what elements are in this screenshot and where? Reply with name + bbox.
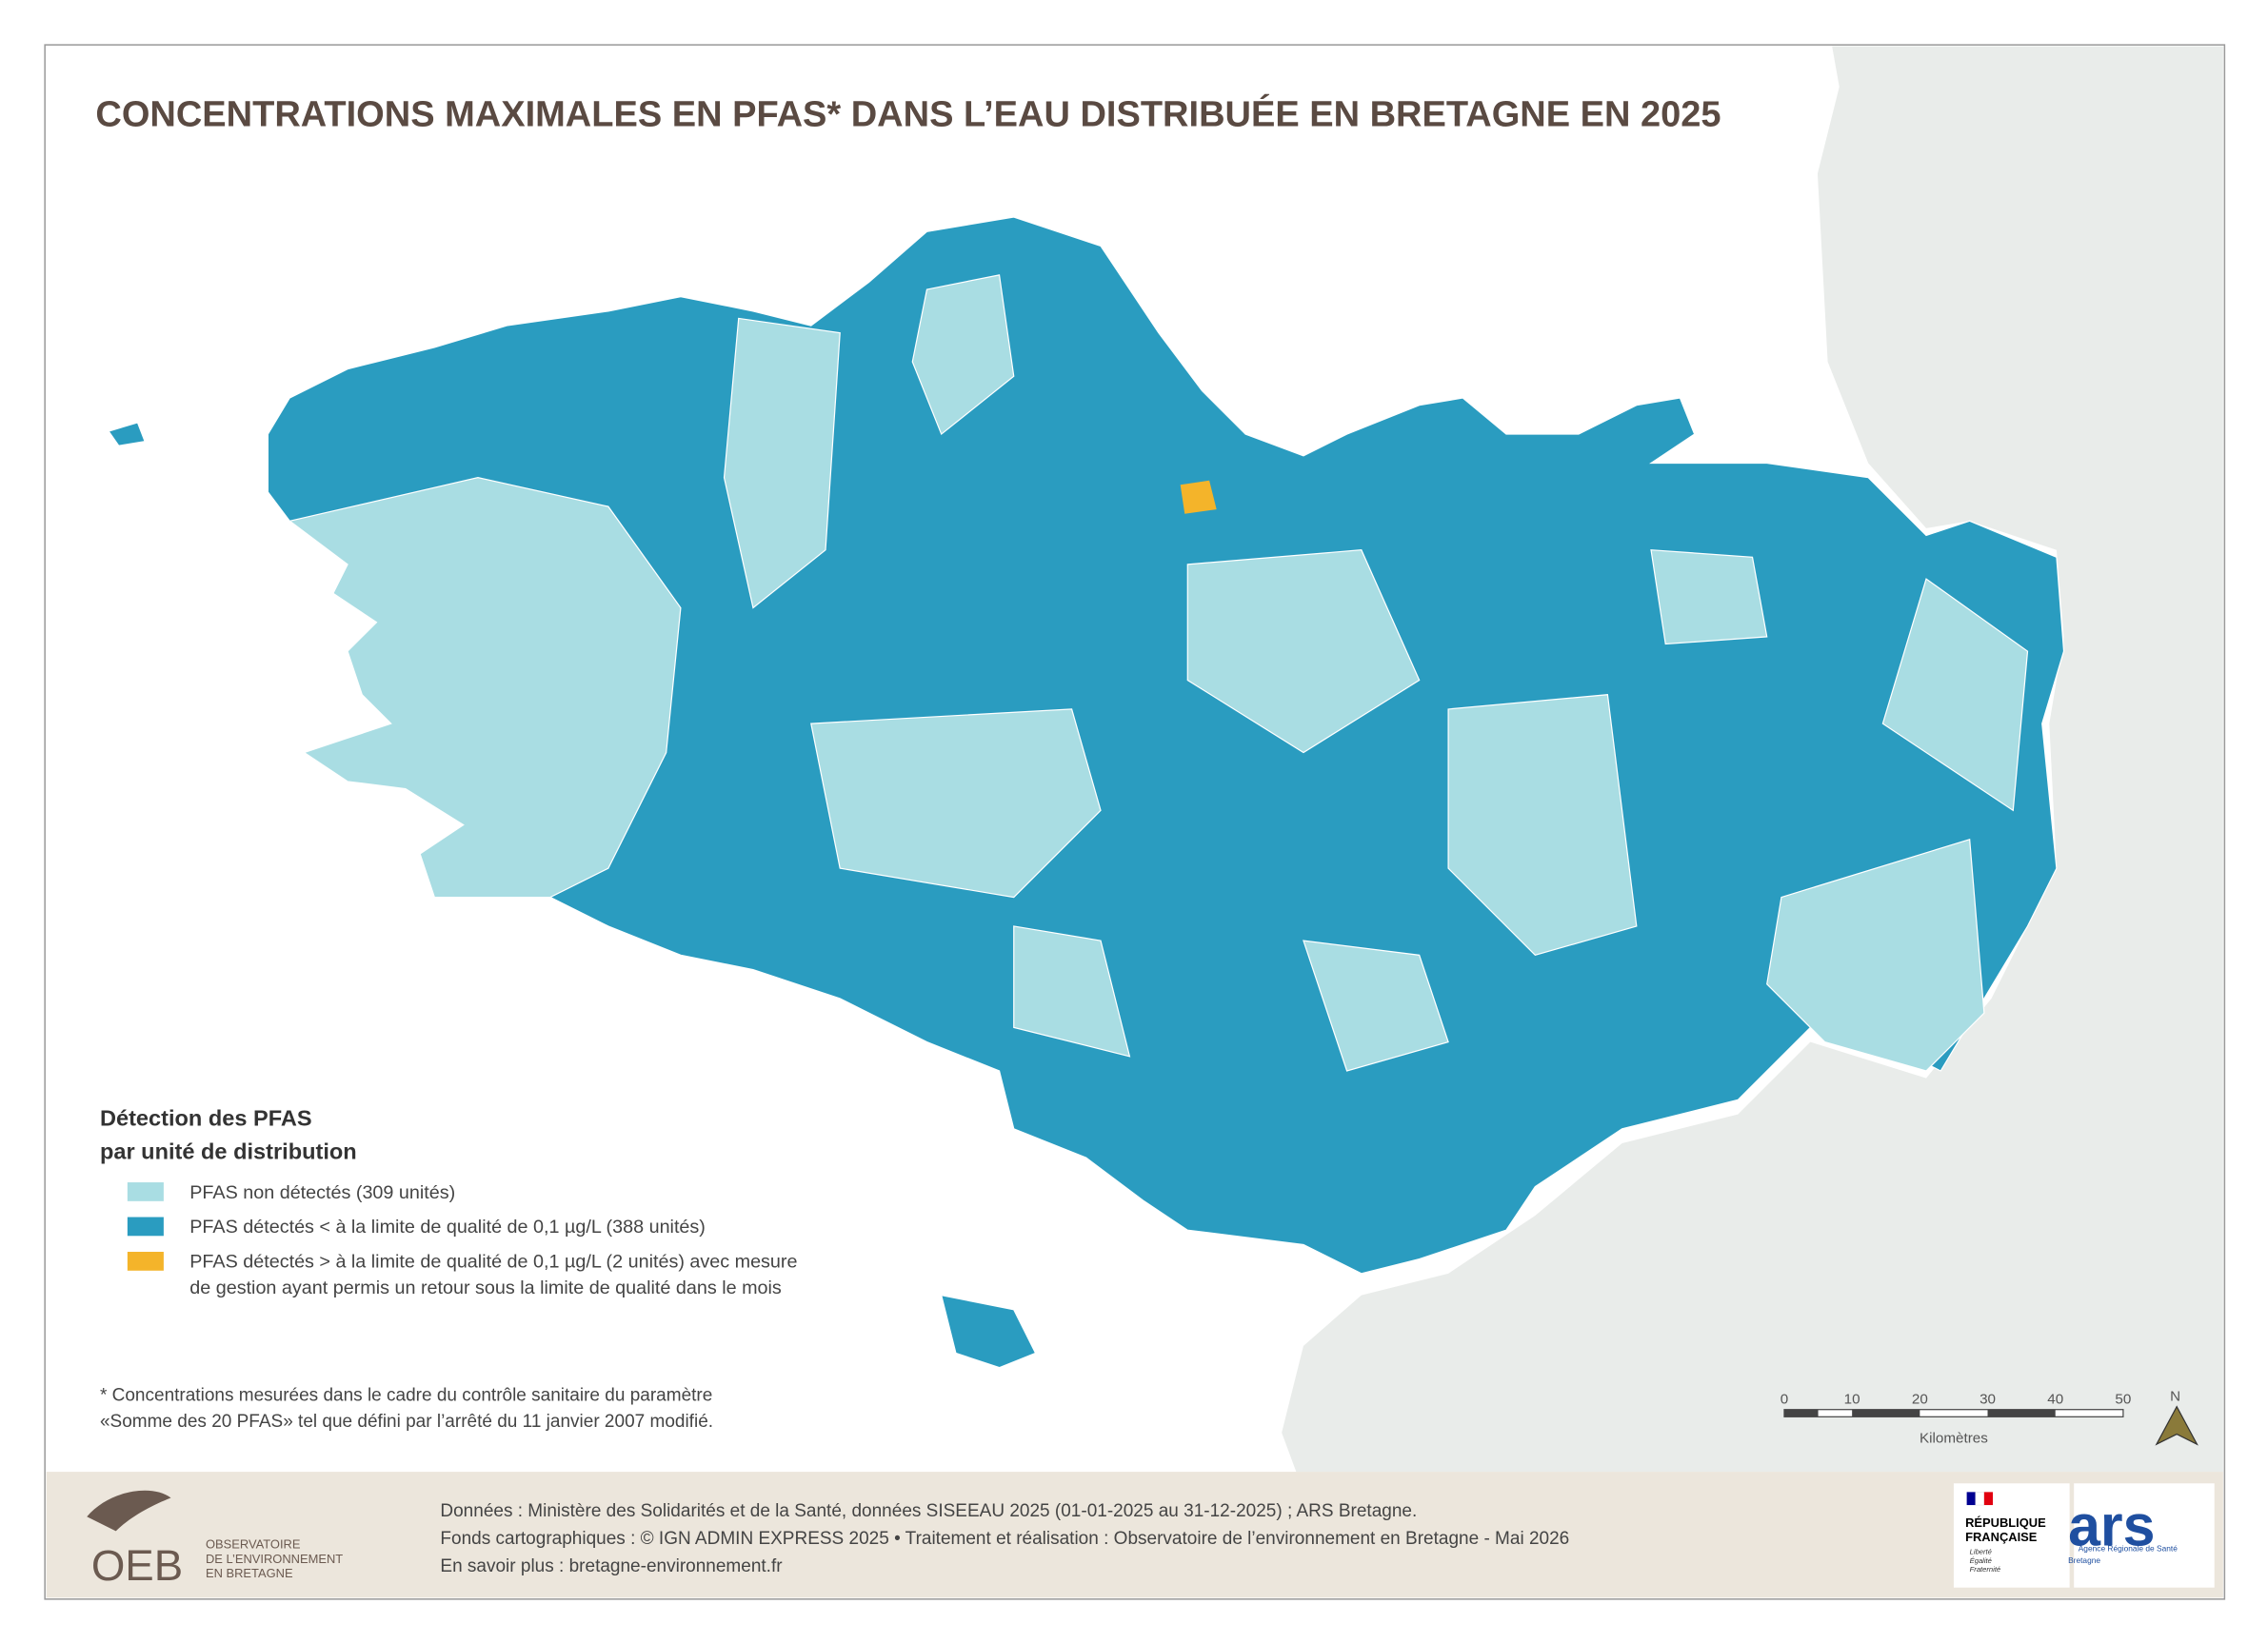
unit-not-detected <box>1013 925 1131 1058</box>
legend-label: PFAS détectés > à la limite de qualité d… <box>189 1252 797 1273</box>
oeb-name: OBSERVATOIRE <box>206 1537 301 1552</box>
footer-band <box>46 1472 2223 1598</box>
republique-name: RÉPUBLIQUE <box>1965 1515 2046 1530</box>
scale-tick-label: 40 <box>2047 1392 2063 1408</box>
footnote: «Somme des 20 PFAS» tel que défini par l… <box>100 1412 713 1432</box>
scale-tick-label: 50 <box>2115 1392 2131 1408</box>
footer-source: Fonds cartographiques : © IGN ADMIN EXPR… <box>440 1529 1569 1549</box>
flag-blue <box>1966 1492 1976 1506</box>
scale-bar-frame <box>1783 1409 2124 1417</box>
unit-not-detected <box>1881 578 2029 812</box>
scale-tick-label: 20 <box>1912 1392 1928 1408</box>
scale-bar-segment <box>1783 1409 1819 1417</box>
unit-not-detected <box>1186 549 1421 754</box>
legend-swatch <box>127 1252 164 1271</box>
unit-not-detected <box>1303 940 1449 1072</box>
legend-title: Détection des PFAS <box>100 1106 312 1131</box>
legend-title: par unité de distribution <box>100 1139 357 1164</box>
scale-tick-label: 30 <box>1980 1392 1996 1408</box>
legend-swatch <box>127 1182 164 1201</box>
footer-source: En savoir plus : bretagne-environnement.… <box>440 1556 783 1576</box>
legend: Détection des PFAS par unité de distribu… <box>100 1106 798 1298</box>
legend-label: PFAS détectés < à la limite de qualité d… <box>189 1217 706 1238</box>
unit-not-detected <box>810 708 1102 899</box>
scale-unit: Kilomètres <box>1920 1431 1988 1447</box>
oeb-logo-mark <box>87 1490 171 1532</box>
republique-name: FRANÇAISE <box>1965 1530 2038 1544</box>
unit-not-detected <box>1447 694 1638 957</box>
ars-acronym: ars <box>2068 1494 2155 1558</box>
unit-exceeding <box>1180 480 1217 514</box>
ars-region: Bretagne <box>2068 1555 2100 1565</box>
scale-bar: Kilomètres 0 10 20 30 40 50 <box>1781 1392 2132 1447</box>
unit-not-detected <box>1766 838 1985 1072</box>
republique-motto: Liberté <box>1970 1548 1992 1556</box>
neighbouring-land <box>1282 46 2223 1473</box>
oeb-name: EN BRETAGNE <box>206 1566 293 1580</box>
unit-not-detected <box>288 477 682 899</box>
unit-not-detected <box>1650 549 1768 645</box>
north-label: N <box>2170 1389 2180 1405</box>
flag-white <box>1975 1492 1985 1506</box>
footer-source: Données : Ministère des Solidarités et d… <box>440 1501 1417 1521</box>
scale-tick-label: 0 <box>1781 1392 1788 1408</box>
oeb-acronym: OEB <box>91 1541 183 1590</box>
legend-swatch <box>127 1217 164 1237</box>
ars-name: Agence Régionale de Santé <box>2079 1544 2178 1554</box>
north-arrow <box>2155 1405 2198 1446</box>
unit-not-detected <box>723 317 841 609</box>
oeb-name: DE L’ENVIRONNEMENT <box>206 1552 343 1566</box>
unit-detected <box>108 422 146 446</box>
scale-bar-segment <box>1987 1409 2056 1417</box>
scale-bar-segment <box>1852 1409 1920 1417</box>
map-title: CONCENTRATIONS MAXIMALES EN PFAS* DANS L… <box>95 92 1721 134</box>
scale-tick-label: 10 <box>1844 1392 1860 1408</box>
unit-not-detected <box>911 274 1015 436</box>
legend-label: de gestion ayant permis un retour sous l… <box>189 1278 782 1298</box>
flag-red <box>1983 1492 1993 1506</box>
republique-motto: Fraternité <box>1970 1565 2001 1574</box>
legend-label: PFAS non détectés (309 unités) <box>189 1182 455 1203</box>
footnote: * Concentrations mesurées dans le cadre … <box>100 1386 712 1406</box>
unit-detected <box>940 1294 1037 1369</box>
republique-motto: Égalité <box>1970 1556 1992 1565</box>
distribution-units <box>108 216 2065 1369</box>
ars-logo-box <box>2074 1483 2215 1588</box>
